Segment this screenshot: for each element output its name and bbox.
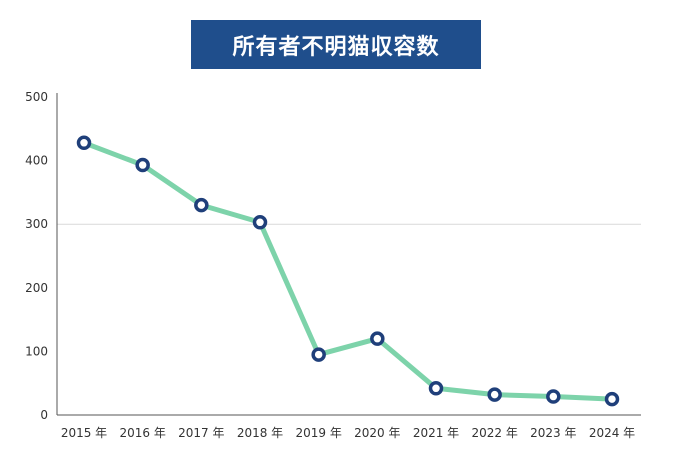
y-tick-label: 500 [25, 90, 48, 104]
y-tick-label: 0 [40, 408, 48, 422]
x-tick-label: 2018 年 [237, 426, 283, 440]
x-tick-label: 2021 年 [413, 426, 459, 440]
data-point [487, 387, 502, 402]
x-tick-label: 2020 年 [354, 426, 400, 440]
chart-title: 所有者不明猫収容数 [191, 20, 481, 69]
x-tick-label: 2023 年 [530, 426, 576, 440]
data-point [252, 215, 268, 230]
data-point [194, 197, 209, 213]
x-tick-label: 2022 年 [471, 426, 517, 440]
series-line [81, 140, 615, 402]
data-point [604, 391, 620, 407]
data-point [76, 135, 92, 151]
x-tick-label: 2024 年 [589, 426, 635, 440]
data-point [546, 389, 561, 404]
x-tick-label: 2016 年 [119, 426, 165, 440]
x-tick-label: 2017 年 [178, 426, 224, 440]
x-tick-label: 2015 年 [61, 426, 107, 440]
y-tick-label: 300 [25, 217, 48, 231]
x-tick-label: 2019 年 [295, 426, 341, 440]
data-point [311, 347, 326, 362]
y-tick-label: 200 [25, 281, 48, 295]
data-point [370, 331, 385, 346]
y-tick-label: 400 [25, 154, 48, 168]
y-tick-label: 100 [25, 344, 48, 358]
data-point [428, 381, 444, 396]
data-point [135, 157, 150, 173]
